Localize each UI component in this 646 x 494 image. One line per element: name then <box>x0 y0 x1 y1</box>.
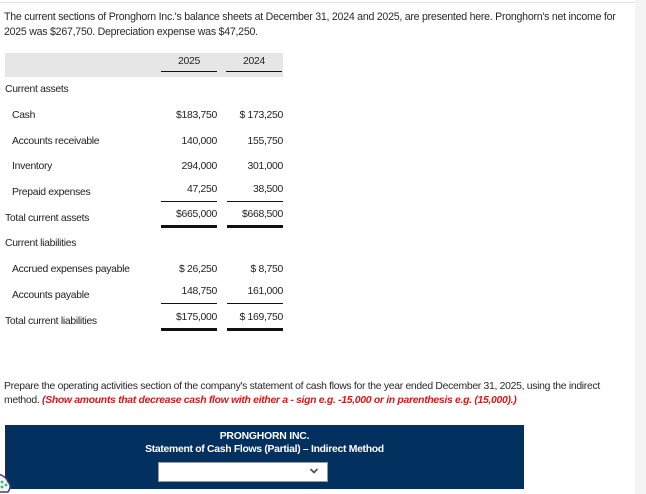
table-row: Accounts payable 148,750 161,000 <box>5 283 283 309</box>
company-name: PRONGHORN INC. <box>219 431 310 442</box>
row-label: Accounts payable <box>12 289 90 301</box>
value-2024: 161,000 <box>227 286 283 305</box>
value-2025: 294,000 <box>181 161 218 173</box>
value-2025: 140,000 <box>181 135 218 147</box>
row-label: Prepaid expenses <box>12 187 91 199</box>
row-label: Accrued expenses payable <box>12 264 130 276</box>
help-widget-icon[interactable] <box>0 472 14 494</box>
value-2024: $ 173,250 <box>239 110 283 122</box>
row-label: Total current assets <box>5 212 90 224</box>
table-row: Current liabilities <box>5 231 283 257</box>
table-row: Cash $183,750 $ 173,250 <box>5 103 283 129</box>
table-row: Current assets <box>5 77 283 103</box>
table-row-total: Total current liabilities $175,000 $ 169… <box>5 308 283 334</box>
chevron-down-icon <box>309 468 319 474</box>
top-divider <box>0 2 635 3</box>
row-label: Current liabilities <box>5 238 77 250</box>
problem-intro: The current sections of Pronghorn Inc.'s… <box>4 11 616 38</box>
value-2025: $665,000 <box>161 209 217 228</box>
row-label: Total current liabilities <box>5 315 97 327</box>
value-2024: 301,000 <box>247 161 284 173</box>
value-2024: 155,750 <box>247 135 284 147</box>
row-label: Accounts receivable <box>12 135 100 147</box>
row-label: Cash <box>12 110 36 122</box>
header-2024: 2024 <box>225 53 283 77</box>
table-row: Inventory 294,000 301,000 <box>5 154 283 180</box>
table-header-row: 2025 2024 <box>5 53 283 77</box>
value-2024: $ 169,750 <box>227 312 283 331</box>
value-2024: $668,500 <box>227 209 283 228</box>
value-2024: 38,500 <box>227 184 283 202</box>
instructions-hint: (Show amounts that decrease cash flow wi… <box>42 395 517 406</box>
value-2025: 47,250 <box>161 184 217 202</box>
statement-title: Statement of Cash Flows (Partial) – Indi… <box>145 444 384 455</box>
value-2025: 148,750 <box>161 286 217 305</box>
header-label <box>5 53 153 77</box>
value-2025: $183,750 <box>176 110 217 122</box>
statement-period-select[interactable] <box>158 462 328 482</box>
header-2025: 2025 <box>161 53 217 77</box>
table-row: Accrued expenses payable $ 26,250 $ 8,75… <box>5 257 283 283</box>
instructions: Prepare the operating activities section… <box>4 380 629 408</box>
page-scroll-gutter <box>635 0 646 494</box>
table-row: Prepaid expenses 47,250 38,500 <box>5 180 283 206</box>
value-2024: $ 8,750 <box>250 264 283 276</box>
instructions-text: Prepare the operating activities section… <box>4 381 600 406</box>
value-2025: $175,000 <box>161 312 217 331</box>
table-row-total: Total current assets $665,000 $668,500 <box>5 205 283 231</box>
statement-header-panel: PRONGHORN INC. Statement of Cash Flows (… <box>5 425 524 489</box>
table-row: Accounts receivable 140,000 155,750 <box>5 128 283 154</box>
value-2025: $ 26,250 <box>178 264 217 276</box>
row-label: Inventory <box>12 161 53 173</box>
row-label: Current assets <box>5 84 69 96</box>
balance-sheet-table: 2025 2024 Current assets Cash $183,750 $… <box>5 53 283 334</box>
